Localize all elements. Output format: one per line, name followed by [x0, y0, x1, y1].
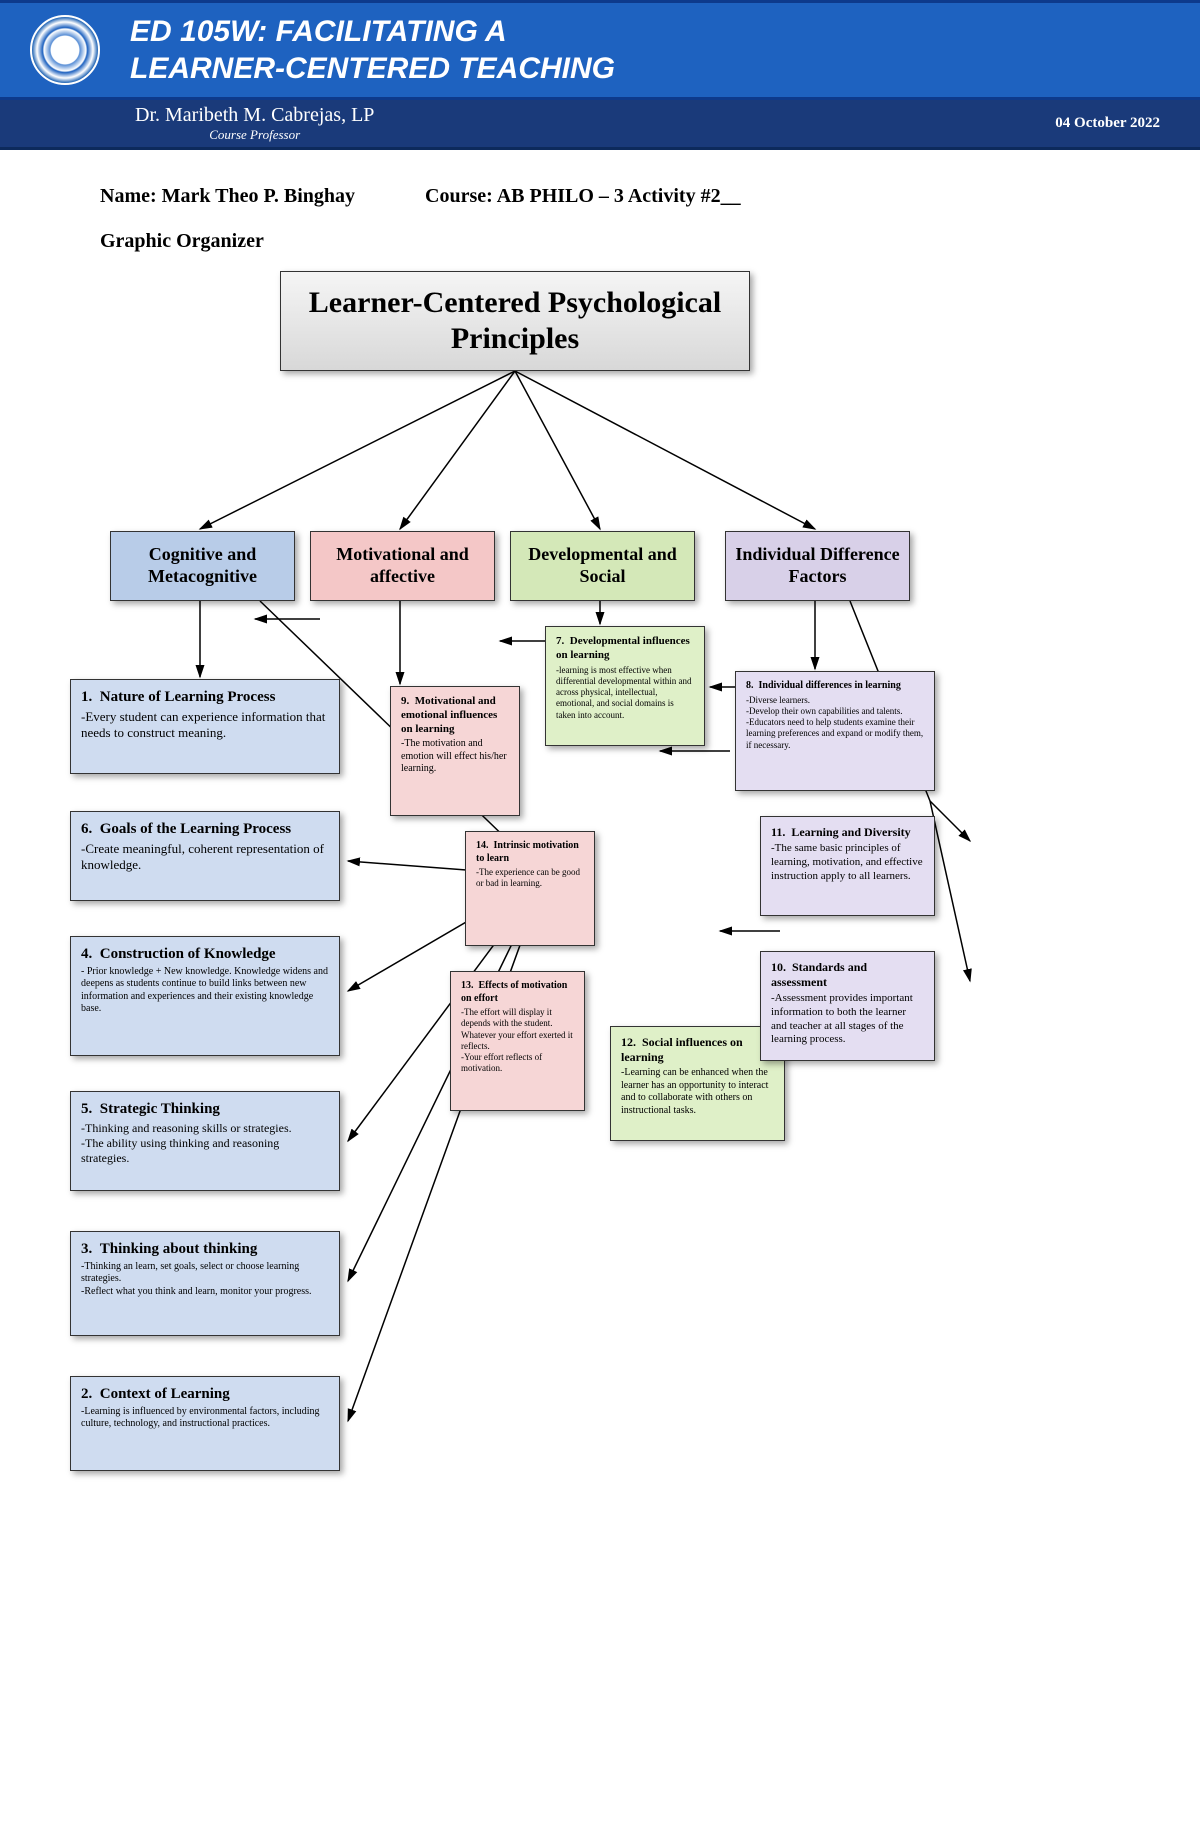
header-subbar: Dr. Maribeth M. Cabrejas, LP Course Prof…: [0, 100, 1200, 150]
category-motivational: Motivational and affective: [310, 531, 495, 601]
principle-node: 3. Thinking about thinking-Thinking an l…: [70, 1231, 340, 1336]
principle-node: 8. Individual differences in learning-Di…: [735, 671, 935, 791]
page-content: Name: Mark Theo P. Binghay Course: AB PH…: [0, 150, 1200, 1821]
principle-node: 1. Nature of Learning Process-Every stud…: [70, 679, 340, 774]
category-developmental: Developmental and Social: [510, 531, 695, 601]
school-seal-icon: [30, 15, 100, 85]
student-course: Course: AB PHILO – 3 Activity #2__: [425, 185, 741, 208]
header-banner: ED 105W: FACILITATING A LEARNER-CENTERED…: [0, 0, 1200, 100]
course-title: ED 105W: FACILITATING A LEARNER-CENTERED…: [130, 13, 615, 88]
principle-node: 10. Standards and assessment-Assessment …: [760, 951, 935, 1061]
section-label: Graphic Organizer: [100, 230, 1100, 253]
professor-role: Course Professor: [135, 127, 374, 143]
diagram-root: Learner-Centered Psychological Principle…: [280, 271, 750, 371]
category-cognitive: Cognitive and Metacognitive: [110, 531, 295, 601]
graphic-organizer-diagram: Learner-Centered Psychological Principle…: [100, 271, 1100, 1821]
principle-node: 14. Intrinsic motivation to learn-The ex…: [465, 831, 595, 946]
principle-node: 12. Social influences on learning-Learni…: [610, 1026, 785, 1141]
principle-node: 13. Effects of motivation on effort-The …: [450, 971, 585, 1111]
principle-node: 2. Context of Learning-Learning is influ…: [70, 1376, 340, 1471]
professor-block: Dr. Maribeth M. Cabrejas, LP Course Prof…: [135, 104, 374, 143]
principle-node: 4. Construction of Knowledge- Prior know…: [70, 936, 340, 1056]
principle-node: 5. Strategic Thinking-Thinking and reaso…: [70, 1091, 340, 1191]
student-name: Name: Mark Theo P. Binghay: [100, 185, 355, 208]
student-info-row: Name: Mark Theo P. Binghay Course: AB PH…: [100, 185, 1100, 208]
header-date: 04 October 2022: [1055, 115, 1160, 132]
principle-node: 11. Learning and Diversity-The same basi…: [760, 816, 935, 916]
category-individual: Individual Difference Factors: [725, 531, 910, 601]
principle-node: 7. Developmental influences on learning-…: [545, 626, 705, 746]
principle-node: 9. Motivational and emotional influences…: [390, 686, 520, 816]
professor-name: Dr. Maribeth M. Cabrejas, LP: [135, 104, 374, 126]
principle-node: 6. Goals of the Learning Process-Create …: [70, 811, 340, 901]
